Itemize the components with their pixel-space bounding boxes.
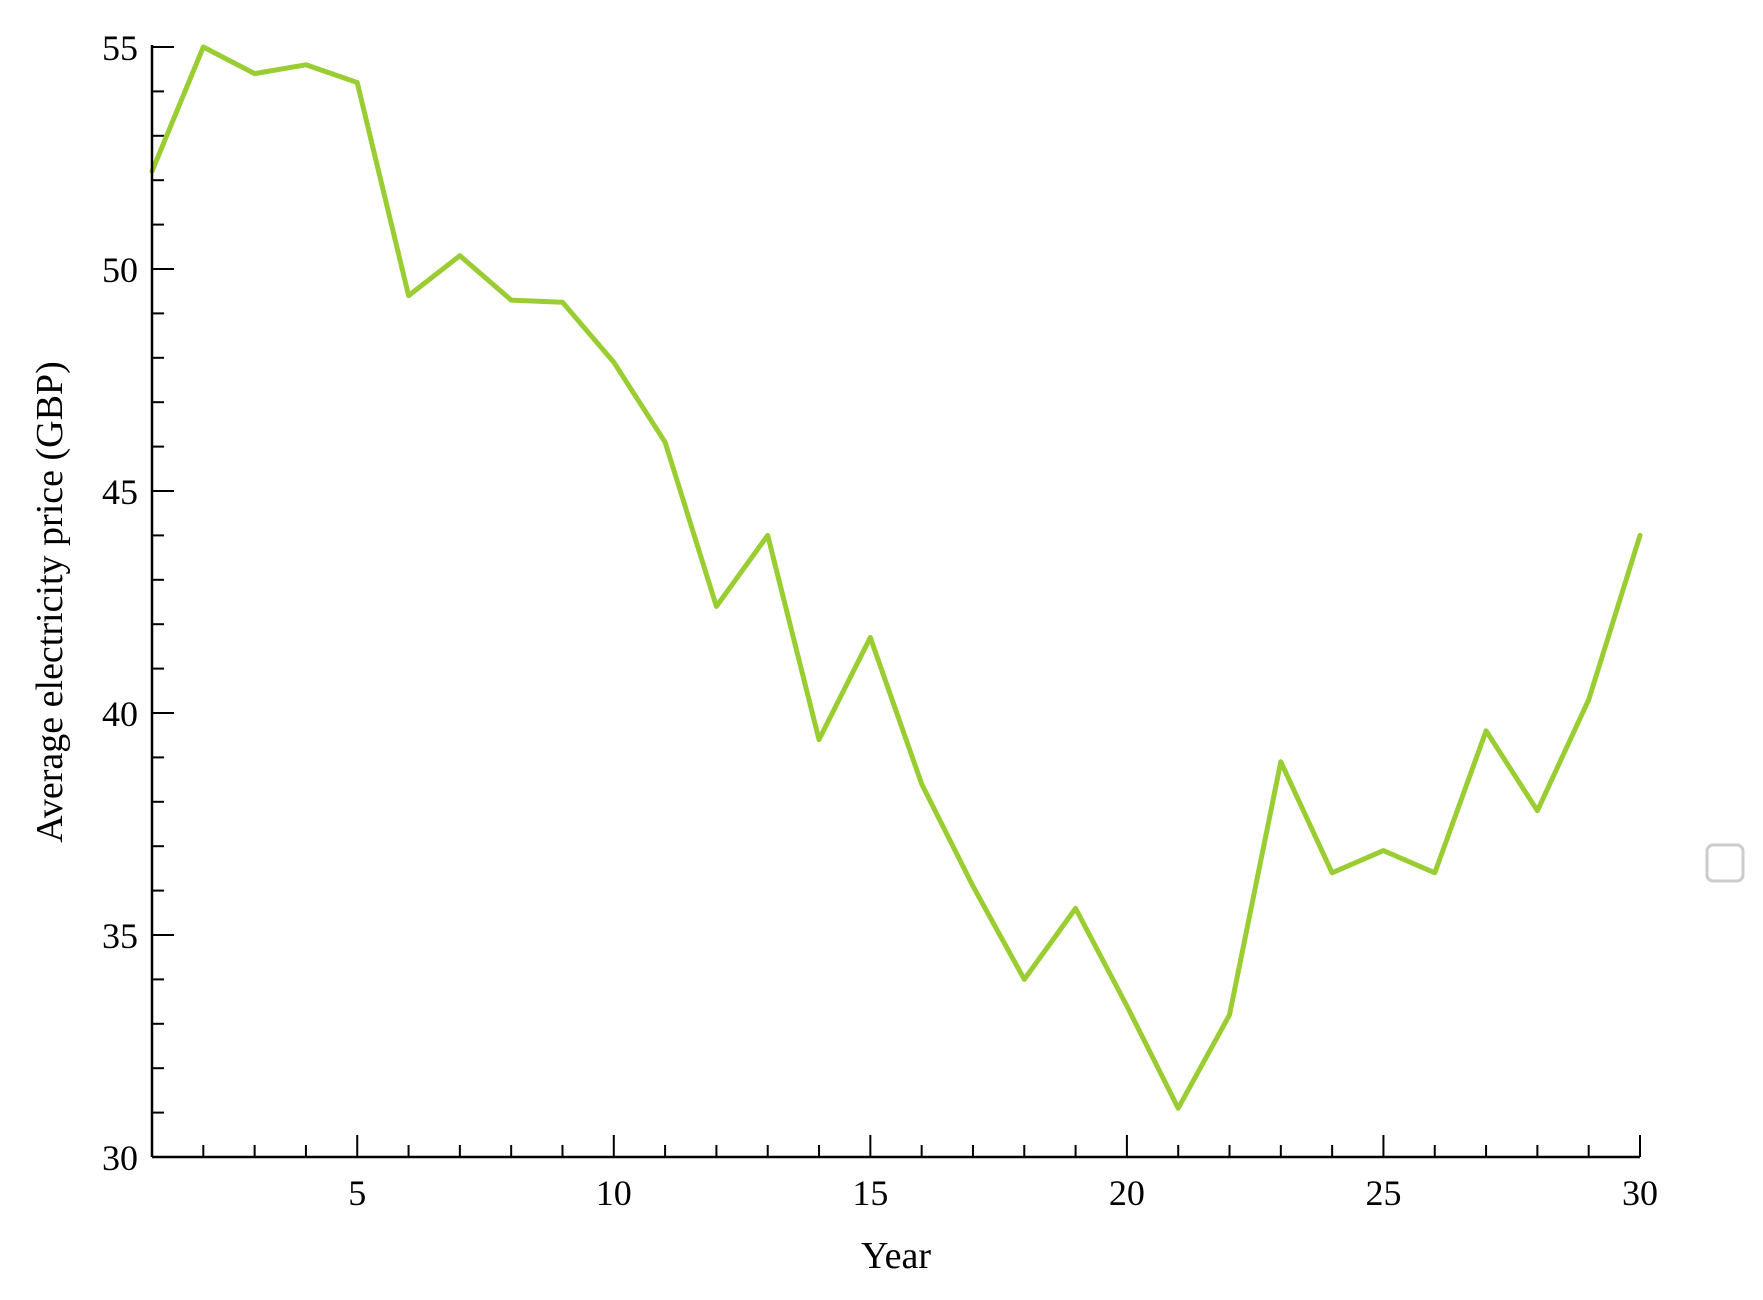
x-tick-label: 10 (596, 1173, 632, 1213)
y-axis-title: Average electricity price (GBP) (29, 361, 71, 842)
x-axis-title: Year (861, 1235, 931, 1277)
series-layer (149, 44, 1643, 1111)
legend-box (1705, 843, 1745, 883)
x-tick-label: 20 (1109, 1173, 1145, 1213)
x-tick-label: 25 (1365, 1173, 1401, 1213)
y-tick-label: 55 (102, 28, 138, 68)
x-tick-label: 5 (348, 1173, 366, 1213)
y-tick-label: 40 (102, 694, 138, 734)
x-tick-label: 15 (852, 1173, 888, 1213)
y-tick-label: 45 (102, 472, 138, 512)
y-tick-label: 30 (102, 1138, 138, 1178)
minor-ticks (151, 90, 1590, 1157)
y-tick-label: 50 (102, 250, 138, 290)
x-tick-label: 30 (1622, 1173, 1658, 1213)
y-tick-label: 35 (102, 916, 138, 956)
series-line-1 (149, 44, 1643, 1111)
